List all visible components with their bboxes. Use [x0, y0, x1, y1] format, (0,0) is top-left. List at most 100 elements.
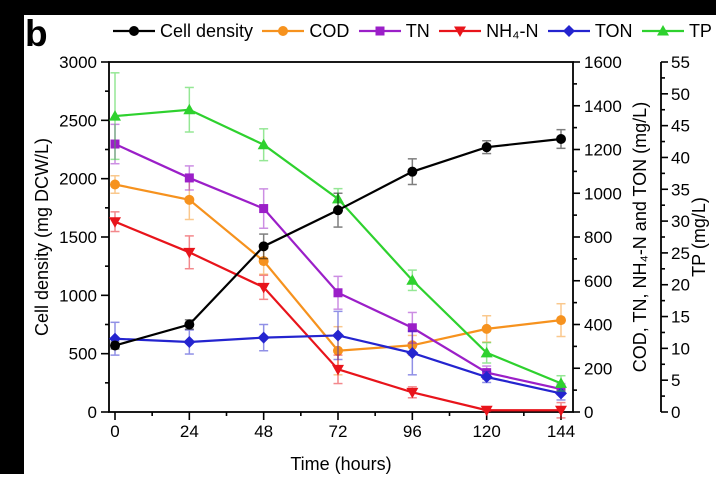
legend-item-tn: TN	[358, 21, 430, 42]
tp-axis-tick-label: 55	[671, 53, 690, 72]
ton-marker	[257, 331, 270, 344]
left-axis: 0 500 1000 1500 2000 2500 3000 Cell density (mg…	[32, 53, 109, 422]
legend-item-ton: TON	[547, 21, 633, 42]
tp-axis-tick-label: 15	[671, 308, 690, 327]
tp-marker	[183, 103, 196, 115]
legend-label-ton: TON	[594, 20, 633, 41]
right-axis-tick-label: 0	[584, 403, 593, 422]
left-border	[0, 0, 24, 474]
left-axis-tick-label: 3000	[59, 53, 97, 72]
ton-markers	[109, 329, 567, 400]
left-axis-title: Cell density (mg DCW/L)	[32, 138, 52, 336]
nh-n-marker	[480, 405, 493, 417]
ton-marker	[332, 329, 344, 342]
left-axis-tick-label: 2000	[59, 170, 97, 189]
legend-label-tn: TN	[405, 20, 430, 41]
tp-axis-tick-label: 30	[671, 212, 690, 231]
legend-label-cell-density: Cell density	[160, 20, 254, 41]
right-axis-tick-label: 1400	[584, 97, 622, 116]
cell-density-marker	[258, 241, 269, 252]
tn-marker	[184, 173, 194, 183]
series-ton	[109, 310, 567, 401]
top-border	[0, 0, 716, 15]
legend-item-nh-n: NH₄-N	[438, 20, 539, 42]
ton-marker-icon	[547, 25, 590, 37]
left-axis-tick-label: 1000	[59, 286, 97, 305]
nh-n-markers	[109, 217, 567, 417]
x-axis-tick-label: 48	[254, 422, 273, 441]
nh-n-marker	[555, 405, 567, 417]
series-cell-density	[110, 128, 566, 351]
cell-density-marker-icon	[113, 26, 155, 36]
cod-marker	[110, 179, 120, 190]
x-axis-tick-label: 0	[110, 422, 119, 441]
cell-density-marker	[556, 134, 566, 144]
nh-n-marker	[406, 387, 419, 399]
tp-axis-tick-label: 0	[671, 403, 680, 422]
cod-marker-icon	[262, 26, 305, 36]
tp-axis-tick-label: 50	[671, 85, 690, 104]
cell-density-legend-marker	[129, 26, 139, 36]
tp-axis-tick-label: 10	[671, 339, 690, 358]
tp-axis-tick-label: 40	[671, 148, 690, 167]
left-axis-tick-label: 1500	[59, 228, 97, 247]
legend-label-cod: COD	[309, 20, 350, 41]
tp-axis-tick-label: 25	[671, 244, 690, 263]
legend-item-tp: TP	[641, 21, 712, 42]
cod-legend-marker	[278, 26, 289, 36]
tp-axis-tick-label: 35	[671, 180, 690, 199]
right-axis-tick-label: 400	[584, 316, 612, 335]
left-axis-tick-label: 0	[88, 403, 97, 422]
tp-marker	[109, 110, 121, 121]
right-axis-tick-label: 1600	[584, 53, 622, 72]
right-axis-title: COD, TN, NH₄-N and TON (mg/L)	[630, 102, 650, 372]
tn-marker-icon	[358, 26, 401, 36]
tp-marker	[406, 274, 419, 285]
x-axis-tick-label: 24	[180, 422, 199, 441]
legend-item-cell-density: Cell density	[112, 21, 253, 42]
ton-marker	[480, 371, 493, 383]
cell-density-marker	[481, 142, 492, 153]
legend-label-nh-n: NH₄-N	[486, 20, 539, 41]
nh-n-marker	[183, 247, 196, 259]
x-axis-tick-label: 96	[403, 422, 422, 441]
nh-n-marker-icon	[439, 26, 482, 37]
tp-marker	[257, 138, 270, 150]
tp-marker	[555, 377, 567, 388]
tp-axis-tick-label: 45	[671, 117, 690, 136]
tn-marker	[407, 323, 417, 333]
cell-density-marker	[333, 205, 343, 216]
panel-label: b	[25, 13, 48, 54]
x-axis-title: Time (hours)	[290, 454, 391, 474]
x-axis-tick-label: 120	[472, 422, 500, 441]
nh-n-marker	[109, 217, 121, 228]
x-axis: 0 24 48 72 96 120 144 Time (hours)	[110, 412, 575, 474]
cell-density-markers	[110, 134, 566, 351]
cod-marker	[184, 194, 195, 205]
ton-marker	[406, 346, 419, 359]
tn-legend-marker	[375, 26, 385, 36]
x-axis-tick-label: 144	[547, 422, 575, 441]
ton-legend-marker	[562, 25, 575, 37]
ton-error-bars	[110, 310, 566, 401]
nh-n-marker	[257, 282, 270, 294]
tp-marker	[480, 346, 493, 358]
cell-density-marker	[110, 340, 120, 351]
nh-n-marker	[332, 364, 344, 376]
tp-axis-title: TP (mg/L)	[689, 197, 709, 277]
x-axis-tick-label: 72	[329, 422, 348, 441]
left-axis-tick-label: 2500	[59, 111, 97, 130]
right-axis-tick-label: 1000	[584, 184, 622, 203]
right-axis-tick-label: 1200	[584, 141, 622, 160]
tp-axis-tick-label: 5	[671, 371, 680, 390]
tp-legend-marker	[656, 25, 669, 36]
cod-marker	[556, 315, 566, 326]
nh-n-legend-marker	[454, 26, 467, 37]
right-axis-tick-label: 600	[584, 272, 612, 291]
tp-axis: 0 5 10 15 20 25 30 35 40 45 50 55 TP (mg/L)	[661, 53, 709, 422]
legend-label-tp: TP	[688, 20, 712, 41]
cod-marker	[481, 323, 492, 334]
legend: Cell density COD TN NH₄-N TON TP	[112, 19, 712, 43]
cell-density-marker	[184, 319, 195, 330]
